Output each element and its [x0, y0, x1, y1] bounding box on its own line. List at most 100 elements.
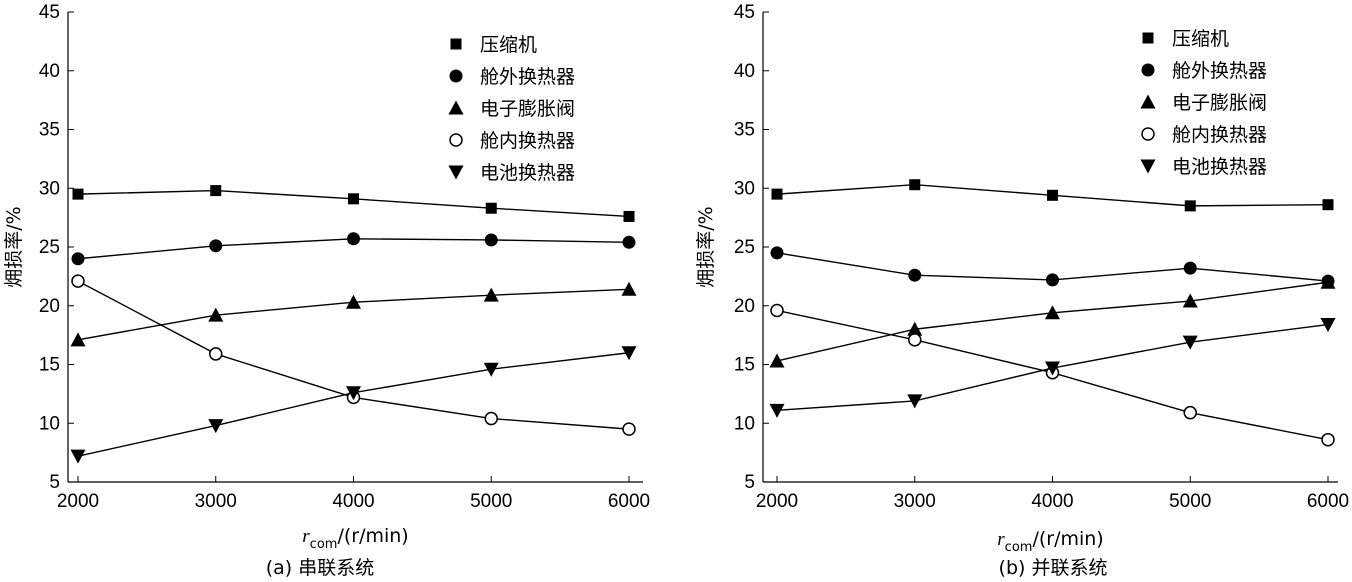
data-point — [1183, 405, 1197, 420]
x-axis-title: rcom/(r/min) — [997, 528, 1103, 555]
y-tick-label: 25 — [39, 237, 60, 258]
legend-marker — [449, 133, 463, 147]
y-tick-label: 35 — [734, 120, 755, 141]
data-point — [208, 419, 224, 434]
y-tick-label: 40 — [734, 61, 755, 82]
data-point — [347, 232, 360, 246]
chart-caption: (a) 串联系统 — [266, 557, 375, 579]
data-point — [208, 307, 224, 322]
y-axis-title: 㶲损率/% — [3, 206, 25, 287]
x-axis-title-sub: com — [310, 537, 338, 552]
data-point — [622, 422, 636, 436]
data-point — [908, 268, 922, 282]
data-point — [769, 353, 785, 368]
y-tick-label: 15 — [734, 355, 755, 376]
data-point — [485, 202, 497, 214]
legend-label: 舱外换热器 — [480, 66, 575, 88]
y-tick-label: 35 — [39, 120, 60, 141]
series-square — [771, 179, 1334, 212]
data-point — [769, 403, 785, 418]
data-point — [70, 449, 86, 464]
y-axis-title: 㶲损率/% — [695, 206, 717, 287]
data-point — [483, 287, 499, 302]
data-point — [1045, 305, 1060, 320]
data-point — [1184, 200, 1196, 212]
series-triangle-up — [70, 281, 637, 347]
data-point — [621, 346, 637, 361]
data-point — [770, 246, 784, 260]
legend-label: 电池换热器 — [1172, 156, 1267, 178]
x-axis-title-sub: com — [1005, 540, 1033, 555]
y-tick-label: 20 — [39, 296, 60, 317]
data-point — [1182, 335, 1198, 350]
data-point — [907, 394, 923, 409]
chart-panel-b: 5 10 15 20 25 30 35 40 45 2000 3000 4000 5000 6000 㶲损率… — [695, 2, 1349, 579]
data-point — [210, 185, 222, 197]
y-tick-label: 10 — [734, 413, 755, 434]
data-point — [1320, 318, 1336, 333]
series-triangle-down — [769, 318, 1336, 418]
legend-label: 压缩机 — [480, 34, 537, 56]
data-point — [1321, 432, 1335, 447]
data-point — [1183, 261, 1197, 275]
data-point — [623, 210, 635, 222]
data-point — [483, 362, 499, 377]
y-tick-label: 10 — [39, 413, 60, 434]
chart-panel-a: 5 10 15 20 25 30 35 40 45 2000 3000 4000 5000 6000 㶲损率… — [3, 2, 650, 579]
legend-marker — [1140, 94, 1156, 109]
data-point — [71, 274, 85, 288]
x-axis-title-var: r — [302, 526, 310, 547]
legend-marker — [1142, 32, 1154, 44]
y-tick-label: 5 — [49, 472, 60, 493]
data-point — [1322, 199, 1334, 211]
data-point — [209, 347, 223, 361]
data-point — [1320, 274, 1336, 289]
data-point — [348, 193, 359, 205]
x-axis-title-var: r — [997, 529, 1005, 550]
x-tick-label: 4000 — [332, 491, 374, 512]
data-point — [1182, 293, 1198, 308]
legend-marker — [448, 165, 464, 180]
legend-marker — [1140, 159, 1156, 174]
y-tick-label: 40 — [39, 61, 60, 82]
data-point — [209, 239, 223, 253]
series-triangle-up — [769, 274, 1336, 368]
data-point — [484, 233, 498, 247]
y-tick-label: 25 — [734, 237, 755, 258]
series-square — [72, 185, 635, 222]
y-tick-label: 30 — [39, 178, 60, 199]
legend-label: 舱外换热器 — [1172, 60, 1267, 82]
legend-label: 舱内换热器 — [1172, 124, 1267, 146]
data-point — [621, 281, 637, 296]
y-tick-label: 5 — [744, 472, 755, 493]
data-point — [908, 333, 922, 347]
x-tick-label: 6000 — [1307, 491, 1349, 512]
legend-marker — [1141, 63, 1155, 77]
x-axis-title-unit: /(r/min) — [337, 525, 408, 547]
data-point — [771, 188, 783, 200]
x-tick-label: 3000 — [195, 491, 237, 512]
data-point — [484, 411, 498, 426]
data-point — [909, 179, 921, 191]
y-tick-label: 45 — [39, 2, 60, 23]
legend-label: 电子膨胀阀 — [1172, 92, 1267, 114]
chart-caption: (b) 并联系统 — [999, 557, 1108, 579]
x-axis-title-unit: /(r/min) — [1032, 528, 1103, 550]
data-point — [346, 386, 361, 401]
legend-label: 舱内换热器 — [480, 130, 575, 152]
x-tick-label: 4000 — [1031, 491, 1073, 512]
data-point — [770, 303, 784, 318]
x-tick-label: 2000 — [57, 491, 99, 512]
legend-marker — [1141, 127, 1155, 141]
data-point — [1045, 361, 1060, 376]
series-line — [776, 281, 1329, 362]
x-tick-label: 5000 — [1169, 491, 1211, 512]
legend-marker — [449, 69, 463, 83]
data-point — [70, 332, 86, 347]
x-axis-title: rcom/(r/min) — [302, 525, 408, 552]
data-point — [72, 188, 84, 200]
data-point — [71, 252, 85, 266]
legend-marker — [450, 38, 462, 50]
